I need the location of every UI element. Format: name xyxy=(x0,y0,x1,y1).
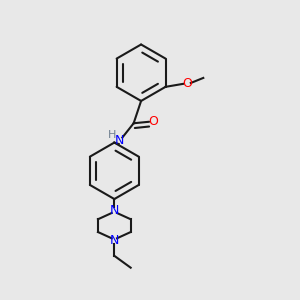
Text: O: O xyxy=(148,115,158,128)
Text: N: N xyxy=(110,204,119,217)
Text: H: H xyxy=(108,130,116,140)
Text: N: N xyxy=(115,134,124,147)
Text: N: N xyxy=(110,235,119,248)
Text: O: O xyxy=(182,77,192,90)
